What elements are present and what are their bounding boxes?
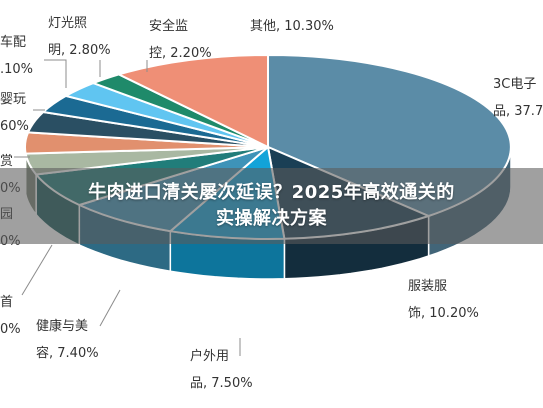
title-banner: 牛肉进口清关屡次延误？2025年高效通关的 实操解决方案 — [0, 168, 543, 244]
leader-line-sjy — [21, 244, 53, 296]
slice-label-sqt: 其他, 10.30% — [250, 19, 334, 34]
slice-label-sjj: 车配.10% — [0, 34, 33, 77]
leader-lines — [14, 59, 241, 356]
slice-label-saq: 安全监控, 2.20% — [149, 18, 212, 61]
pie-slice-sqt — [117, 54, 269, 148]
leader-line-sjj — [44, 59, 67, 88]
banner-title-line-2: 实操解决方案 — [216, 208, 327, 229]
slice-label-sdg: 灯光照明, 2.80% — [48, 16, 111, 58]
slice-label-sjy: 首 0% — [0, 295, 21, 337]
leader-line-sjk — [99, 289, 121, 327]
banner-title-line-1: 牛肉进口清关屡次延误？2025年高效通关的 — [88, 182, 455, 203]
slice-label-shw: 户外用品, 7.50% — [190, 348, 253, 391]
slice-label-swj: 婴玩 60% — [0, 92, 29, 134]
slice-label-sfz: 服装服饰, 10.20% — [408, 279, 479, 321]
slice-labels: 3C电子品, 37.7 服装服饰, 10.20% 户外用品, 7.50% 健康与美容,… — [0, 16, 543, 391]
slice-label-sjk: 健康与美容, 7.40% — [36, 318, 99, 361]
slice-label-s3c: 3C电子品, 37.7 — [493, 77, 543, 119]
